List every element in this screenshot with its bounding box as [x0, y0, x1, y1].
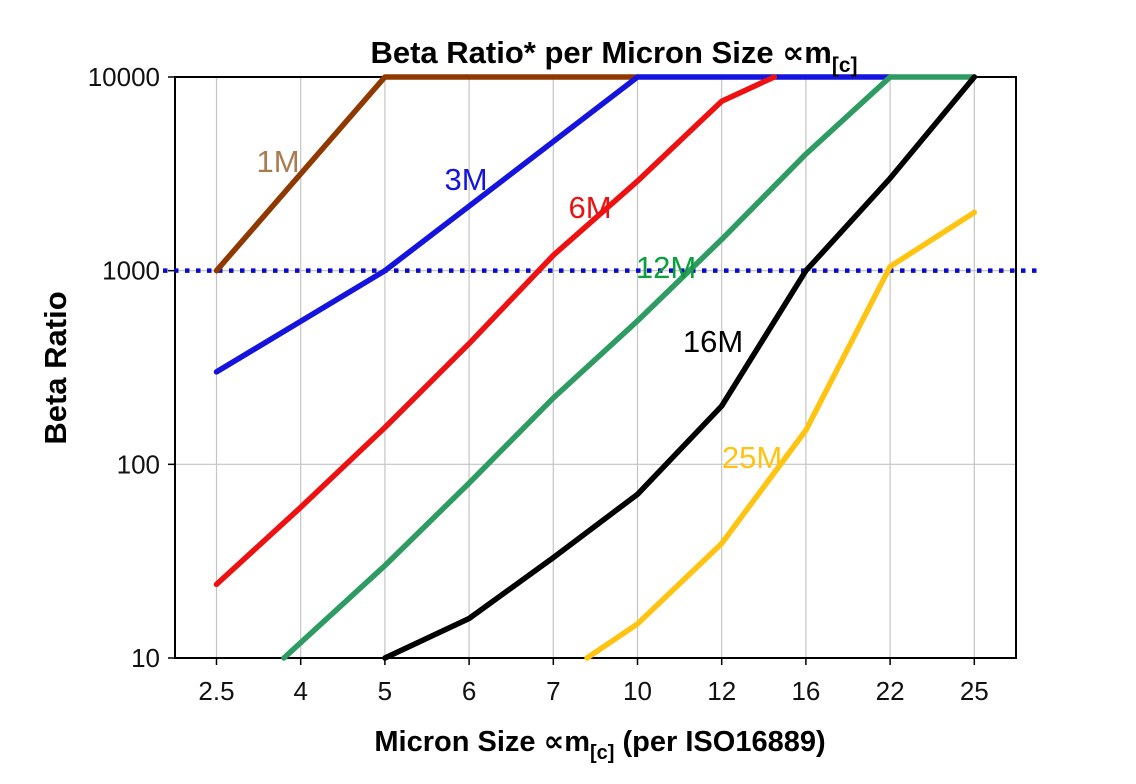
y-axis-title: Beta Ratio: [38, 291, 73, 444]
series-line-6m: [213, 74, 778, 588]
series-label-1m: 1M: [256, 144, 299, 179]
axis-ticks-layer: 2.5 4 5 6 7 10 12 16 22 25 10 100 1000 10000: [88, 62, 989, 706]
x-axis-title-suffix: (per ISO16889): [614, 726, 825, 758]
x-tick-label: 22: [876, 676, 905, 706]
x-tick-label: 6: [462, 676, 476, 706]
x-tick-label: 25: [960, 676, 989, 706]
x-axis-title-subscript: [c]: [590, 742, 614, 764]
chart-title-symbol: ∝m: [782, 35, 832, 70]
x-tick-label: 16: [791, 676, 820, 706]
series-label-3m: 3M: [444, 162, 487, 197]
series-line-3m: [213, 74, 893, 375]
x-tick-label: 5: [378, 676, 392, 706]
series-lines-layer: [213, 74, 978, 661]
series-line-25m: [584, 209, 978, 661]
series-label-16m: 16M: [683, 324, 743, 359]
chart-title: Beta Ratio* per Micron Size ∝m[c]: [370, 35, 857, 77]
chart-title-subscript: [c]: [832, 54, 858, 77]
series-label-25m: 25M: [722, 440, 782, 475]
x-axis-title: Micron Size ∝m[c] (per ISO16889): [374, 726, 825, 764]
gridlines-layer: [175, 77, 1016, 658]
series-label-12m: 12M: [636, 250, 696, 285]
x-axis-title-symbol: ∝m: [544, 726, 590, 758]
series-line-16m: [382, 74, 978, 661]
y-tick-label: 10: [131, 643, 160, 673]
chart-title-text: Beta Ratio* per Micron Size: [370, 35, 782, 70]
x-tick-label: 10: [623, 676, 652, 706]
y-tick-label: 10000: [88, 62, 160, 92]
x-axis-title-text: Micron Size: [374, 726, 543, 758]
series-line-12m: [281, 74, 978, 661]
x-tick-label: 7: [546, 676, 560, 706]
series-label-6m: 6M: [568, 190, 611, 225]
series-labels-layer: 1M 3M 6M 12M 16M 25M: [256, 144, 782, 475]
x-tick-label: 2.5: [198, 676, 234, 706]
x-tick-label: 12: [707, 676, 736, 706]
x-tick-label: 4: [293, 676, 307, 706]
y-tick-label: 1000: [102, 256, 160, 286]
y-tick-label: 100: [117, 449, 160, 479]
series-line-1m: [213, 74, 641, 274]
